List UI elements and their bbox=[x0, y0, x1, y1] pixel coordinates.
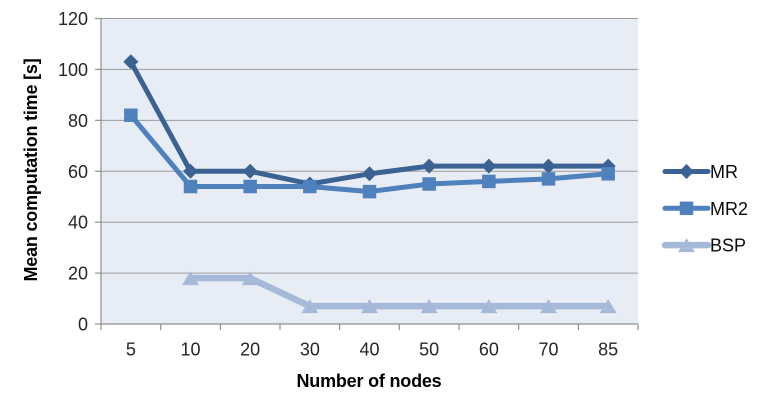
legend-item-mr2: MR2 bbox=[662, 199, 748, 219]
bsp-triangle-marker-icon bbox=[599, 299, 617, 314]
mr2-square-marker-icon bbox=[541, 172, 556, 186]
mr2-square-marker-icon bbox=[601, 167, 615, 181]
bsp-triangle-marker-icon bbox=[301, 299, 319, 314]
x-tick-label: 85 bbox=[598, 340, 618, 360]
mr-diamond-marker-icon bbox=[679, 164, 694, 179]
y-tick-label: 20 bbox=[68, 264, 88, 284]
y-tick-label: 40 bbox=[68, 213, 88, 233]
series-mr2 bbox=[124, 108, 615, 199]
mr2-square-marker-icon bbox=[362, 184, 377, 199]
x-tick-label: 5 bbox=[126, 340, 136, 360]
y-tick-label: 100 bbox=[58, 60, 88, 80]
mr2-square-marker-icon bbox=[679, 201, 694, 216]
series-line-bsp bbox=[187, 274, 612, 310]
mr2-square-marker-icon bbox=[422, 177, 436, 191]
mr2-square-marker-icon bbox=[482, 174, 496, 189]
mr-diamond-marker-icon bbox=[421, 158, 437, 174]
mr2-square-marker-icon bbox=[243, 179, 257, 194]
legend-label: MR2 bbox=[710, 199, 748, 219]
x-tick-label: 10 bbox=[180, 340, 200, 360]
x-axis-title: Number of nodes bbox=[296, 371, 442, 391]
series-bsp bbox=[182, 271, 617, 314]
legend-item-mr: MR bbox=[662, 162, 738, 182]
x-tick-label: 70 bbox=[538, 340, 558, 360]
x-tick-label: 20 bbox=[240, 340, 260, 360]
mr-diamond-marker-icon bbox=[123, 54, 139, 70]
legend: MR MR2 BSP bbox=[661, 162, 748, 256]
bsp-triangle-marker-icon bbox=[540, 299, 557, 314]
mr-diamond-marker-icon bbox=[242, 163, 258, 179]
x-tick-label: 30 bbox=[300, 340, 320, 360]
mr-diamond-marker-icon bbox=[541, 158, 556, 174]
x-tick-label: 60 bbox=[479, 340, 499, 360]
y-tick-label: 80 bbox=[68, 111, 88, 131]
bsp-triangle-marker-icon bbox=[480, 299, 498, 314]
mr2-square-marker-icon bbox=[124, 108, 138, 122]
y-tick-label: 60 bbox=[68, 162, 88, 182]
mr2-square-marker-icon bbox=[303, 179, 317, 194]
series-mr bbox=[123, 54, 616, 192]
x-tick-label: 40 bbox=[359, 340, 379, 360]
mr2-square-marker-icon bbox=[183, 179, 198, 194]
mr-diamond-marker-icon bbox=[362, 166, 377, 182]
y-tick-label: 120 bbox=[58, 9, 88, 29]
bsp-triangle-marker-icon bbox=[420, 299, 438, 314]
legend-item-bsp: BSP bbox=[661, 236, 746, 256]
y-axis-title: Mean computation time [s] bbox=[21, 58, 41, 282]
bsp-triangle-marker-icon bbox=[678, 238, 695, 253]
mr-diamond-marker-icon bbox=[183, 163, 198, 179]
bsp-triangle-marker-icon bbox=[361, 299, 378, 314]
x-tick-label: 50 bbox=[419, 340, 439, 360]
bsp-triangle-marker-icon bbox=[241, 271, 259, 286]
y-tick-label: 0 bbox=[78, 315, 88, 335]
legend-label: BSP bbox=[710, 236, 746, 256]
bsp-triangle-marker-icon bbox=[182, 271, 199, 286]
mr-diamond-marker-icon bbox=[481, 158, 497, 174]
legend-label: MR bbox=[710, 162, 738, 182]
